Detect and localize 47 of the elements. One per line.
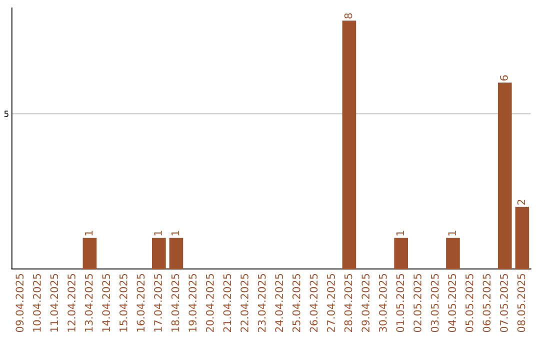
x-tick-label: 01.05.2025 <box>396 274 404 332</box>
x-tick-label: 26.04.2025 <box>310 274 318 332</box>
bar <box>515 206 530 269</box>
x-tick-label: 19.04.2025 <box>188 274 197 332</box>
bar <box>82 238 97 269</box>
x-tick-label: 21.04.2025 <box>223 274 232 332</box>
x-tick-label: 07.05.2025 <box>500 274 508 332</box>
x-tick-label: 28.04.2025 <box>344 274 352 332</box>
x-tick-label: 17.04.2025 <box>154 274 162 332</box>
bar <box>342 20 356 269</box>
data-label: 1 <box>171 230 180 236</box>
data-label: 1 <box>448 230 456 236</box>
x-tick-label: 14.04.2025 <box>102 274 110 332</box>
x-tick-label: 08.05.2025 <box>517 274 526 332</box>
x-tick-label: 05.05.2025 <box>465 274 474 332</box>
bar <box>152 238 166 269</box>
bar <box>498 82 512 269</box>
x-tick-label: 29.04.2025 <box>362 274 370 332</box>
x-tick-label: 22.04.2025 <box>240 274 248 332</box>
bar <box>169 238 184 269</box>
data-label: 8 <box>344 13 352 18</box>
x-tick-label: 09.04.2025 <box>16 274 24 332</box>
data-label: 1 <box>154 230 162 236</box>
x-tick-label: 27.04.2025 <box>327 274 335 332</box>
x-tick-label: 12.04.2025 <box>68 274 76 332</box>
x-tick-label: 02.05.2025 <box>414 274 422 332</box>
x-tick-label: 18.04.2025 <box>171 274 180 332</box>
bar <box>446 238 460 269</box>
x-tick-label: 24.04.2025 <box>275 274 284 332</box>
y-tick-label: 5 <box>4 110 8 117</box>
x-tick-label: 20.04.2025 <box>206 274 214 332</box>
x-tick-label: 13.04.2025 <box>84 274 93 332</box>
bar <box>394 238 408 269</box>
x-tick-label: 03.05.2025 <box>430 274 439 332</box>
x-tick-label: 04.05.2025 <box>448 274 456 332</box>
x-tick-label: 10.04.2025 <box>32 274 41 332</box>
x-tick-label: 15.04.2025 <box>119 274 128 332</box>
data-label: 2 <box>517 200 526 205</box>
x-tick-label: 25.04.2025 <box>292 274 300 332</box>
x-tick-label: 23.04.2025 <box>258 274 266 332</box>
x-tick-label: 16.04.2025 <box>136 274 145 332</box>
data-label: 1 <box>85 230 93 236</box>
data-label: 6 <box>500 75 508 81</box>
data-label: 1 <box>396 230 404 236</box>
x-tick-label: 06.05.2025 <box>482 274 491 332</box>
x-tick-label: 30.04.2025 <box>378 274 387 332</box>
x-tick-label: 11.04.2025 <box>50 274 58 332</box>
